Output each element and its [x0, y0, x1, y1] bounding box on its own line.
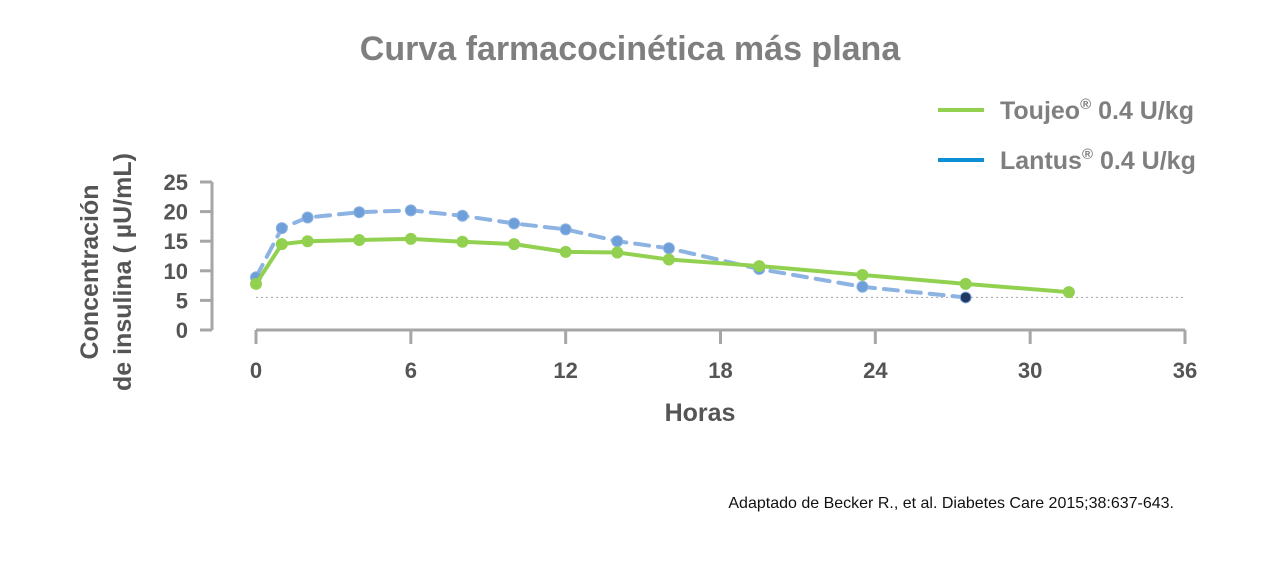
data-point-toujeo	[456, 235, 469, 248]
data-point-lantus	[856, 280, 869, 293]
data-point-toujeo	[753, 260, 766, 273]
data-point-toujeo	[662, 253, 675, 266]
legend-label-lantus: Lantus® 0.4 U/kg	[1000, 146, 1196, 175]
x-axis-label: Horas	[665, 399, 736, 427]
x-tick-label: 24	[863, 358, 888, 383]
chart-title: Curva farmacocinética más plana	[360, 30, 902, 68]
y-tick-label: 20	[164, 200, 188, 225]
data-point-toujeo	[1062, 286, 1075, 299]
data-point-lantus	[456, 209, 469, 222]
series-toujeo	[250, 232, 1075, 299]
axes: 0 5 10 15 20 25 0 6 12 18 24 30 36	[164, 170, 1198, 383]
y-tick-label: 15	[164, 229, 188, 254]
data-point-lantus	[353, 206, 366, 219]
data-point-lantus	[301, 211, 314, 224]
data-point-toujeo	[559, 245, 572, 258]
data-point-toujeo	[353, 234, 366, 247]
source-note: Adaptado de Becker R., et al. Diabetes C…	[728, 495, 1174, 512]
data-point-lantus	[662, 242, 675, 255]
data-point-toujeo	[959, 277, 972, 290]
x-tick-label: 6	[405, 358, 417, 383]
y-tick-label: 0	[176, 318, 188, 343]
data-point-toujeo	[404, 232, 417, 245]
y-axis-label-line1: Concentración	[76, 184, 104, 359]
data-point-toujeo	[301, 235, 314, 248]
series-layer	[250, 204, 1075, 304]
data-point-lantus	[611, 235, 624, 248]
series-line-toujeo	[254, 236, 1071, 295]
data-point-toujeo	[250, 277, 262, 290]
y-tick-label: 5	[176, 288, 188, 313]
y-tick-label: 10	[164, 259, 188, 284]
data-point-lantus	[508, 217, 521, 230]
data-point-lantus	[559, 223, 572, 236]
legend: Toujeo® 0.4 U/kg Lantus® 0.4 U/kg	[938, 96, 1196, 175]
legend-label-toujeo: Toujeo® 0.4 U/kg	[1000, 96, 1194, 125]
x-tick-label: 18	[708, 358, 732, 383]
data-point-lantus	[404, 204, 417, 217]
data-point-lantus	[959, 291, 972, 304]
x-tick-label: 36	[1173, 358, 1197, 383]
data-point-toujeo	[856, 268, 869, 281]
data-point-lantus	[275, 222, 288, 235]
y-axis-label-line2: de insulina ( µU/mL)	[109, 153, 137, 391]
data-point-toujeo	[611, 246, 624, 259]
data-point-toujeo	[275, 238, 288, 251]
y-tick-label: 25	[164, 170, 188, 195]
data-point-toujeo	[508, 238, 521, 251]
x-tick-label: 30	[1018, 358, 1042, 383]
x-tick-label: 0	[250, 358, 262, 383]
x-tick-label: 12	[553, 358, 577, 383]
